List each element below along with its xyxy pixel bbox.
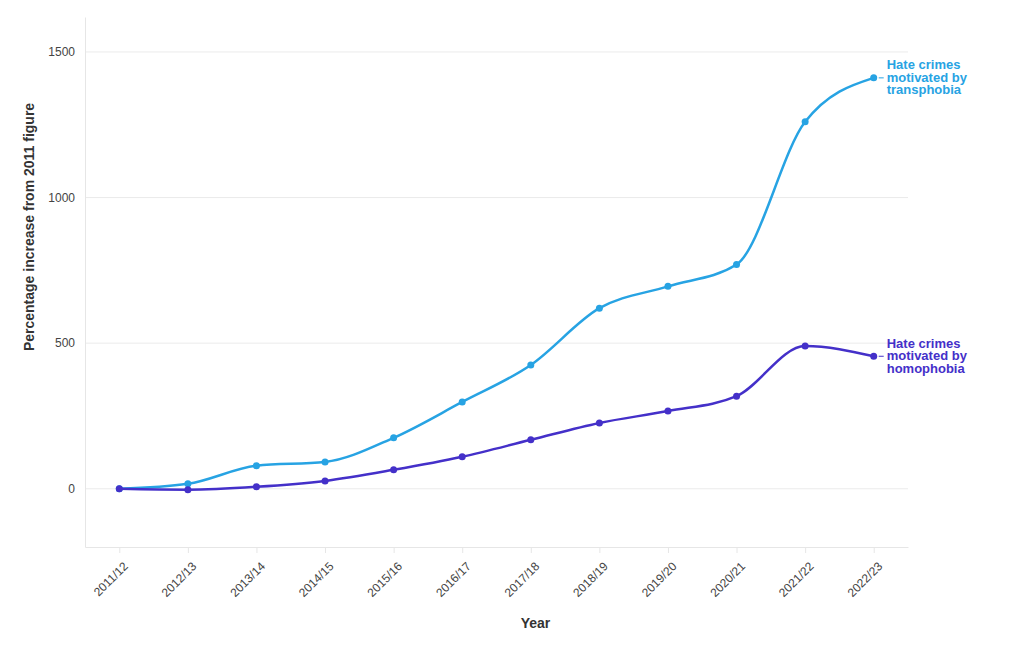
y-tick-label: 0	[68, 482, 75, 496]
x-tick: 2015/16	[365, 547, 406, 600]
x-tick-mark	[805, 547, 806, 553]
x-tick: 2017/18	[502, 547, 543, 600]
x-tick-label: 2011/12	[91, 559, 131, 599]
x-tick-label: 2014/15	[296, 559, 337, 600]
grid-line	[85, 51, 908, 52]
series-marker	[802, 118, 809, 125]
y-axis: 0 500 1000 1500	[48, 18, 85, 548]
x-tick: 2022/23	[845, 547, 886, 600]
series-marker	[527, 361, 534, 368]
series-marker	[322, 477, 329, 484]
series-marker	[733, 393, 740, 400]
series-marker	[253, 483, 260, 490]
x-tick-mark	[188, 547, 189, 553]
label-connector	[879, 77, 884, 78]
series-marker	[253, 462, 260, 469]
x-tick: 2012/13	[159, 547, 200, 600]
x-axis: 2011/12 2012/13 2013/14 2014/15 2015/16 2016/…	[86, 547, 909, 600]
x-tick: 2019/20	[639, 547, 680, 600]
x-tick-label: 2019/20	[639, 559, 680, 600]
series-marker	[870, 353, 877, 360]
series-marker	[527, 436, 534, 443]
series-marker	[116, 485, 123, 492]
y-tick: 0	[68, 482, 85, 496]
grid-line	[85, 343, 908, 344]
series-line	[119, 78, 873, 489]
x-tick: 2018/19	[570, 547, 611, 600]
x-tick-label: 2018/19	[570, 559, 611, 600]
x-tick-label: 2015/16	[365, 559, 406, 600]
x-tick: 2014/15	[296, 547, 337, 600]
series-marker	[733, 261, 740, 268]
series-marker	[322, 458, 329, 465]
plot-area	[116, 74, 877, 493]
y-axis-title: Percentage increase from 2011 figure	[21, 103, 37, 351]
x-tick: 2013/14	[227, 547, 268, 600]
x-tick-label: 2016/17	[433, 559, 474, 600]
x-tick-mark	[531, 547, 532, 553]
label-connector	[879, 356, 884, 357]
series-marker	[184, 486, 191, 493]
x-tick: 2021/22	[776, 547, 817, 600]
x-tick-label: 2021/22	[776, 559, 817, 600]
series-marker	[870, 74, 877, 81]
series-marker	[664, 283, 671, 290]
x-tick: 2011/12	[91, 547, 131, 599]
grid-line	[85, 197, 908, 198]
series-marker	[390, 434, 397, 441]
y-tick: 500	[55, 336, 85, 350]
series-marker	[116, 485, 123, 492]
series-marker	[596, 419, 603, 426]
x-tick-mark	[462, 547, 463, 553]
y-tick-label: 500	[55, 336, 75, 350]
grid	[85, 52, 908, 489]
x-tick: 2016/17	[433, 547, 474, 600]
x-tick: 2020/21	[707, 547, 748, 600]
x-tick-mark	[119, 547, 120, 553]
x-axis-title: Year	[521, 615, 551, 631]
x-tick-mark	[874, 547, 875, 553]
series-marker	[802, 343, 809, 350]
y-tick-label: 1000	[48, 191, 75, 205]
x-tick-mark	[599, 547, 600, 553]
y-tick: 1000	[48, 191, 85, 205]
series-marker	[390, 466, 397, 473]
x-tick-label: 2013/14	[227, 559, 268, 600]
series-line	[119, 346, 873, 490]
x-tick-mark	[256, 547, 257, 553]
y-axis-line	[85, 18, 86, 548]
x-tick-mark	[394, 547, 395, 553]
x-tick-label: 2022/23	[845, 559, 886, 600]
series-marker	[459, 398, 466, 405]
y-tick: 1500	[48, 45, 85, 59]
x-tick-mark	[737, 547, 738, 553]
series-marker	[596, 305, 603, 312]
series-labels: Hate crimesmotivated bytransphobia Hate c…	[879, 57, 968, 375]
x-axis-line	[86, 547, 909, 548]
x-tick-mark	[668, 547, 669, 553]
x-tick-mark	[325, 547, 326, 553]
series-marker	[664, 408, 671, 415]
y-tick-label: 1500	[48, 45, 75, 59]
x-tick-label: 2017/18	[502, 559, 543, 600]
series-label: Hate crimesmotivated bytransphobia	[887, 57, 968, 97]
x-tick-label: 2020/21	[707, 559, 748, 600]
x-tick-label: 2012/13	[159, 559, 200, 600]
series-label: Hate crimesmotivated byhomophobia	[887, 336, 968, 376]
series-marker	[459, 453, 466, 460]
